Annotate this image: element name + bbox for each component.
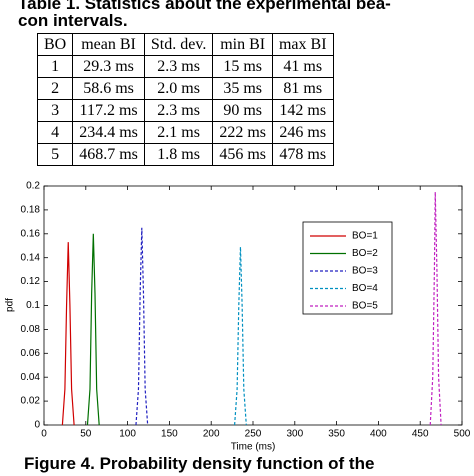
y-tick-label: 0.1	[26, 300, 40, 311]
series-line	[429, 191, 442, 426]
legend-label: BO=1	[352, 231, 378, 242]
y-tick-label: 0.02	[21, 396, 41, 407]
table-cell: 81 ms	[271, 77, 334, 100]
y-tick-label: 0.08	[21, 324, 41, 335]
table-cell: 468.7 ms	[72, 143, 145, 166]
y-tick-label: 0.16	[21, 228, 41, 239]
table-cell: 2.3 ms	[143, 55, 214, 78]
table-cell: 234.4 ms	[72, 121, 145, 144]
y-tick-label: 0.06	[21, 348, 41, 359]
chart: Time (ms) pdf 0 50 100 150 200 250 300 350 400 45…	[5, 181, 471, 452]
y-tick-label: 0.2	[26, 181, 40, 192]
x-tick-label: 450	[412, 429, 429, 440]
table-cell: 2.3 ms	[143, 99, 214, 122]
table-cell: 35 ms	[212, 77, 273, 100]
table-title: con intervals.	[18, 11, 128, 30]
legend-label: BO=5	[352, 301, 378, 312]
legend	[302, 221, 393, 315]
table-cell: 478 ms	[271, 143, 334, 166]
table-cell: 5	[36, 143, 74, 166]
figure-caption: Figure 4. Probability density function o…	[24, 454, 375, 473]
y-tick-label: 0	[34, 420, 40, 431]
column-header: mean BI	[72, 33, 145, 56]
table-cell: 2.0 ms	[143, 77, 214, 100]
table-row: 5 468.7 ms 1.8 ms 456 ms 478 ms	[36, 143, 334, 166]
series-line	[86, 233, 100, 426]
x-tick-label: 50	[80, 429, 92, 440]
table-cell: 1.8 ms	[143, 143, 214, 166]
y-tick-label: 0.04	[21, 372, 41, 383]
table-title: Table 1. Statistics about the experiment…	[18, 0, 391, 13]
table-cell: 58.6 ms	[72, 77, 145, 100]
x-axis-label: Time (ms)	[231, 442, 276, 452]
series-line	[234, 246, 247, 426]
plot-frame	[43, 185, 463, 426]
series-line	[61, 242, 75, 426]
x-tick-label: 500	[454, 429, 471, 440]
x-tick-label: 100	[119, 429, 136, 440]
y-tick-label: 0.14	[21, 252, 41, 263]
x-tick-label: 300	[286, 429, 303, 440]
stats-table: BO mean BI Std. dev. min BI max BI 1 29.3 ms 2.…	[36, 33, 334, 166]
table-cell: 15 ms	[212, 55, 273, 78]
y-axis-label: pdf	[5, 298, 16, 312]
x-tick-label: 150	[161, 429, 178, 440]
x-tick-label: 350	[328, 429, 345, 440]
x-tick-label: 200	[203, 429, 220, 440]
x-tick-label: 250	[245, 429, 262, 440]
series-line	[135, 227, 149, 426]
legend-label: BO=2	[352, 248, 378, 259]
legend-label: BO=4	[352, 283, 378, 294]
table-row: 2 58.6 ms 2.0 ms 35 ms 81 ms	[36, 77, 334, 100]
y-tick-label: 0.12	[21, 276, 41, 287]
legend-label: BO=3	[352, 266, 378, 277]
x-tick-label: 400	[370, 429, 387, 440]
y-tick-label: 0.18	[21, 205, 41, 216]
x-tick-label: 0	[41, 429, 47, 440]
table-row: 4 234.4 ms 2.1 ms 222 ms 246 ms	[36, 121, 334, 144]
table-cell: 456 ms	[212, 143, 273, 166]
